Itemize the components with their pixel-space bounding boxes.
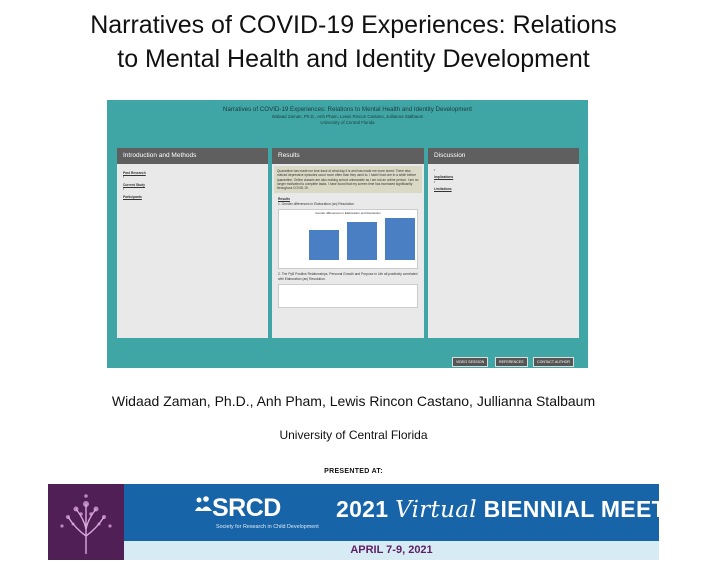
subheading: Participants <box>123 194 142 199</box>
subheading: Current Study <box>123 182 145 187</box>
chart-bar <box>309 230 339 261</box>
poster-thumbnail[interactable]: Narratives of COVID-19 Experiences: Rela… <box>107 100 588 368</box>
body-text-placeholder: • <box>123 175 126 180</box>
poster-column-results: Results Quarantine has made me lose trac… <box>272 148 424 338</box>
poster-column-discussion: Discussion • Implications • Limitations <box>428 148 579 338</box>
chart-bar <box>385 218 415 261</box>
title-line-2: to Mental Health and Identity Developmen… <box>117 45 590 73</box>
subheading: Limitations <box>434 187 452 192</box>
page-title: Narratives of COVID-19 Experiences: Rela… <box>0 8 707 76</box>
column-body: Quarantine has made me lose track of wha… <box>272 164 424 312</box>
banner-date-strip: APRIL 7-9, 2021 <box>124 541 659 560</box>
title-line-1: Narratives of COVID-19 Experiences: Rela… <box>90 11 617 39</box>
column-body: • Implications • Limitations <box>428 164 579 196</box>
references-button[interactable]: REFERENCES <box>495 357 528 367</box>
banner-main: SRCD Society for Research in Child Devel… <box>124 484 707 541</box>
subheading: Results <box>278 197 290 202</box>
meeting-name: BIENNIAL MEETING <box>483 496 707 522</box>
poster-title: Narratives of COVID-19 Experiences: Rela… <box>223 106 472 113</box>
poster-university: University of Central Florida <box>320 120 375 125</box>
result-item: 1. Gender differences in Elaboration (an… <box>278 201 354 206</box>
meeting-title: 2021 Virtual BIENNIAL MEETING <box>336 496 707 523</box>
scatter-plot <box>278 284 418 309</box>
column-heading: Discussion <box>428 148 579 164</box>
column-heading: Introduction and Methods <box>117 148 268 164</box>
subheading: Past Research <box>123 171 146 175</box>
subheading: Implications <box>434 175 454 180</box>
meeting-dates: APRIL 7-9, 2021 <box>350 544 433 556</box>
srcd-logo: SRCD <box>212 494 281 522</box>
body-text-placeholder: • <box>434 168 437 172</box>
meeting-virtual: Virtual <box>395 497 477 523</box>
meeting-year: 2021 <box>336 496 389 522</box>
body-text-placeholder: • <box>434 179 437 184</box>
column-heading: Results <box>272 148 424 164</box>
presented-at-label: PRESENTED AT: <box>324 468 383 475</box>
bar-chart: Gender differences in Elaboration and Re… <box>278 209 418 270</box>
poster-column-intro: Introduction and Methods Past Research •… <box>117 148 268 338</box>
contact-author-button[interactable]: CONTACT AUTHOR <box>533 357 575 367</box>
meeting-banner: SRCD Society for Research in Child Devel… <box>48 484 707 560</box>
authors-line: Widaad Zaman, Ph.D., Anh Pham, Lewis Rin… <box>111 393 596 409</box>
affiliation: University of Central Florida <box>279 428 428 442</box>
result-item: 2. The PyB Positive Relationships, Perso… <box>278 272 418 281</box>
column-body: Past Research • Current Study • Particip… <box>117 164 268 203</box>
chart-bar <box>347 222 377 261</box>
poster-authors: Widaad Zaman, Ph.D., Anh Pham, Lewis Rin… <box>271 114 424 119</box>
srcd-logo-subtitle: Society for Research in Child Developmen… <box>216 524 319 530</box>
video-session-button[interactable]: VIDEO SESSION <box>452 357 489 367</box>
srcd-people-icon <box>194 496 214 517</box>
poster-authors-block: Widaad Zaman, Ph.D., Anh Pham, Lewis Rin… <box>107 114 588 126</box>
participant-quote: Quarantine has made me lose track of wha… <box>274 166 422 194</box>
decorative-tree-graphic <box>48 484 124 560</box>
chart-title: Gender differences in Elaboration and Re… <box>315 211 381 216</box>
body-text-placeholder: • <box>123 187 126 192</box>
